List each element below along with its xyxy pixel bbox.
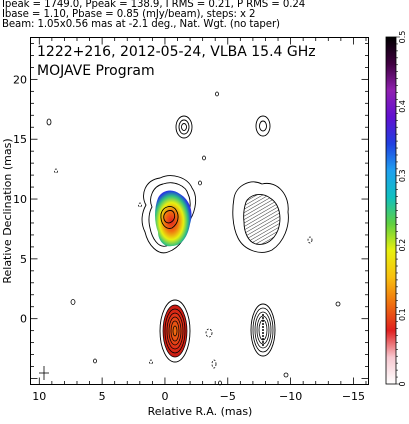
plot-title: 1222+216, 2012-05-24, VLBA 15.4 GHz MOJA…: [37, 44, 316, 79]
y-axis-label: Relative Declination (mas): [1, 138, 14, 283]
core-contour: [168, 316, 182, 346]
polarization-knot: [232, 181, 289, 253]
y-tick-label: 15: [13, 133, 27, 146]
noise-contour: [93, 358, 97, 364]
jet-knot-emission: [141, 175, 197, 254]
core-contour: [166, 312, 184, 350]
core-contour: [172, 325, 178, 337]
y-tick-label: 0: [20, 313, 27, 326]
header-info: Ipeak = 1749.0, Ppeak = 138.9, I RMS = 0…: [2, 0, 407, 30]
header-line-1: Ipeak = 1749.0, Ppeak = 138.9, I RMS = 0…: [2, 0, 306, 10]
pol-core-contour: [254, 311, 272, 349]
colorbar-tick-label: 0: [398, 381, 407, 386]
noise-contour: [211, 359, 217, 369]
northern-contour: [178, 119, 190, 135]
beam-marker: [39, 366, 49, 380]
colorbar-ticks: 0 0.1 0.2 0.3 0.4 0.5: [396, 31, 407, 387]
x-tick-label: −10: [279, 390, 302, 403]
jet-knot-core-contour: [160, 206, 179, 229]
jet-knot-core-contour: [163, 210, 176, 224]
northern-feature: [175, 115, 193, 139]
noise-contour: [202, 155, 206, 161]
core-contour: [164, 308, 186, 354]
y-axis-ticks: 0 5 10 15 20: [13, 43, 369, 379]
colorbar: 0 0.1 0.2 0.3 0.4 0.5: [385, 31, 407, 387]
core-emission: [159, 299, 191, 363]
noise-contour: [283, 372, 289, 378]
title-line-2: MOJAVE Program: [37, 63, 155, 79]
noise-contours: [46, 91, 341, 386]
pol-north-contour: [255, 115, 271, 137]
x-tick-label: 0: [161, 390, 168, 403]
core-contour: [159, 299, 191, 363]
noise-contour: [198, 180, 202, 186]
northern-contour: [181, 123, 187, 131]
header-line-3: Beam: 1.05x0.56 mas at -2.1 deg., Nat. W…: [2, 19, 280, 30]
noise-contour: [307, 236, 313, 244]
northern-contour: [175, 115, 193, 139]
x-tick-label: 10: [32, 390, 46, 403]
core-contour: [162, 304, 188, 358]
x-tick-label: 5: [99, 390, 106, 403]
noise-contour: [215, 91, 219, 97]
core-intensity: [163, 305, 187, 357]
colorbar-tick-label: 0.2: [398, 239, 407, 252]
colorbar-tick-label: 0.1: [398, 308, 407, 321]
pol-north-contour: [259, 120, 267, 132]
noise-contour: [335, 301, 341, 307]
noise-contour: [149, 359, 153, 365]
colorbar-tick-label: 0.5: [398, 31, 407, 44]
pol-knot-hatch: [243, 194, 281, 245]
y-tick-label: 10: [13, 193, 27, 206]
colorbar-tick-label: 0.3: [398, 169, 407, 182]
noise-contour: [70, 299, 76, 305]
y-tick-label: 20: [13, 73, 27, 86]
x-tick-label: −15: [342, 390, 365, 403]
noise-contour: [138, 202, 142, 208]
pol-knot-contour: [232, 181, 289, 253]
noise-contour: [46, 118, 52, 126]
noise-contour: [205, 328, 213, 338]
noise-contour: [218, 380, 222, 386]
colorbar-tick-label: 0.4: [398, 100, 407, 113]
pol-core-contour: [252, 307, 274, 353]
jet-knot-intensity: [155, 190, 192, 247]
header-line-2: Ibase = 1.10, Pbase = 0.85 (mJy/beam), s…: [2, 9, 256, 20]
y-tick-label: 5: [20, 253, 27, 266]
noise-contour: [54, 168, 58, 174]
title-line-1: 1222+216, 2012-05-24, VLBA 15.4 GHz: [37, 44, 316, 60]
polarization-core: [250, 303, 276, 357]
x-tick-label: −5: [220, 390, 236, 403]
x-axis-label: Relative R.A. (mas): [148, 405, 253, 418]
plot-frame: [30, 37, 369, 385]
polarization-north: [255, 115, 271, 137]
x-axis-ticks: 10 5 0 −5 −10 −15: [32, 37, 367, 403]
core-contour: [170, 320, 180, 342]
pol-core-contour: [250, 303, 276, 357]
colorbar-gradient: [385, 36, 397, 385]
